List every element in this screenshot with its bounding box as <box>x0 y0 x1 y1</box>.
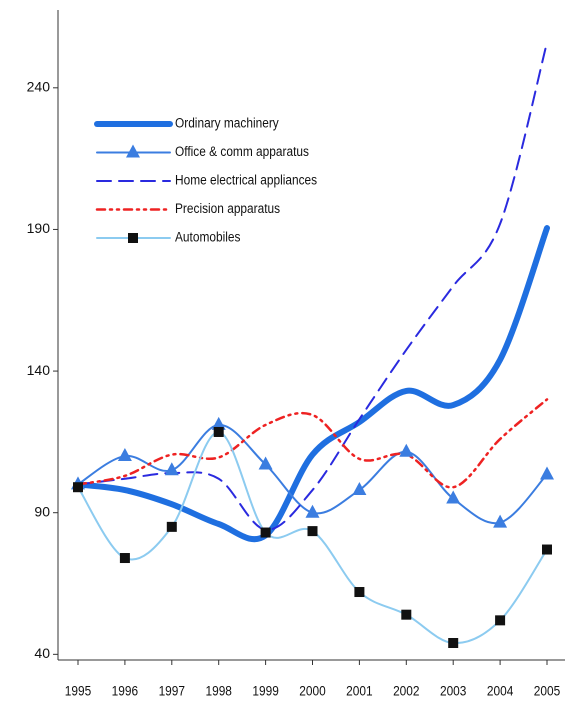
marker <box>73 482 83 493</box>
x-tick-label: 1996 <box>112 683 138 699</box>
series-line <box>76 398 549 489</box>
legend-label: Ordinary machinery <box>175 115 279 131</box>
x-tick-label: 1998 <box>205 683 231 699</box>
y-tick-label: 40 <box>34 645 50 661</box>
x-tick-label: 1999 <box>252 683 278 699</box>
marker <box>493 514 508 528</box>
marker <box>211 416 226 430</box>
marker <box>258 456 273 470</box>
legend-label: Office & comm apparatus <box>175 143 309 159</box>
marker <box>352 482 367 496</box>
legend-marker <box>128 233 138 243</box>
marker <box>401 609 412 620</box>
x-tick-label: 2005 <box>534 683 560 699</box>
legend-marker <box>126 144 140 158</box>
marker <box>164 462 179 476</box>
marker <box>495 615 506 626</box>
marker <box>166 521 177 532</box>
marker <box>213 426 224 437</box>
y-tick-label: 90 <box>34 503 50 519</box>
y-tick-label: 140 <box>27 362 51 378</box>
marker <box>542 544 552 555</box>
x-tick-label: 2003 <box>440 683 466 699</box>
marker <box>307 526 318 537</box>
marker <box>399 443 414 457</box>
marker <box>354 587 365 598</box>
series-line <box>75 225 550 543</box>
x-tick-label: 1997 <box>159 683 185 699</box>
legend-label: Automobiles <box>175 229 241 245</box>
legend-label: Precision apparatus <box>175 200 281 216</box>
x-tick-label: 2002 <box>393 683 419 699</box>
marker <box>119 553 130 564</box>
y-tick-label: 240 <box>27 79 51 95</box>
marker <box>448 638 459 649</box>
series-line <box>77 430 548 645</box>
x-tick-label: 2004 <box>487 683 513 699</box>
x-tick-label: 2000 <box>299 683 325 699</box>
marker <box>117 448 132 462</box>
y-tick-label: 190 <box>27 220 51 236</box>
legend-label: Home electrical appliances <box>175 172 318 188</box>
marker <box>446 490 461 504</box>
marker <box>305 504 320 518</box>
x-tick-label: 1995 <box>65 683 91 699</box>
marker <box>540 466 554 480</box>
x-tick-label: 2001 <box>346 683 372 699</box>
marker <box>260 527 271 538</box>
